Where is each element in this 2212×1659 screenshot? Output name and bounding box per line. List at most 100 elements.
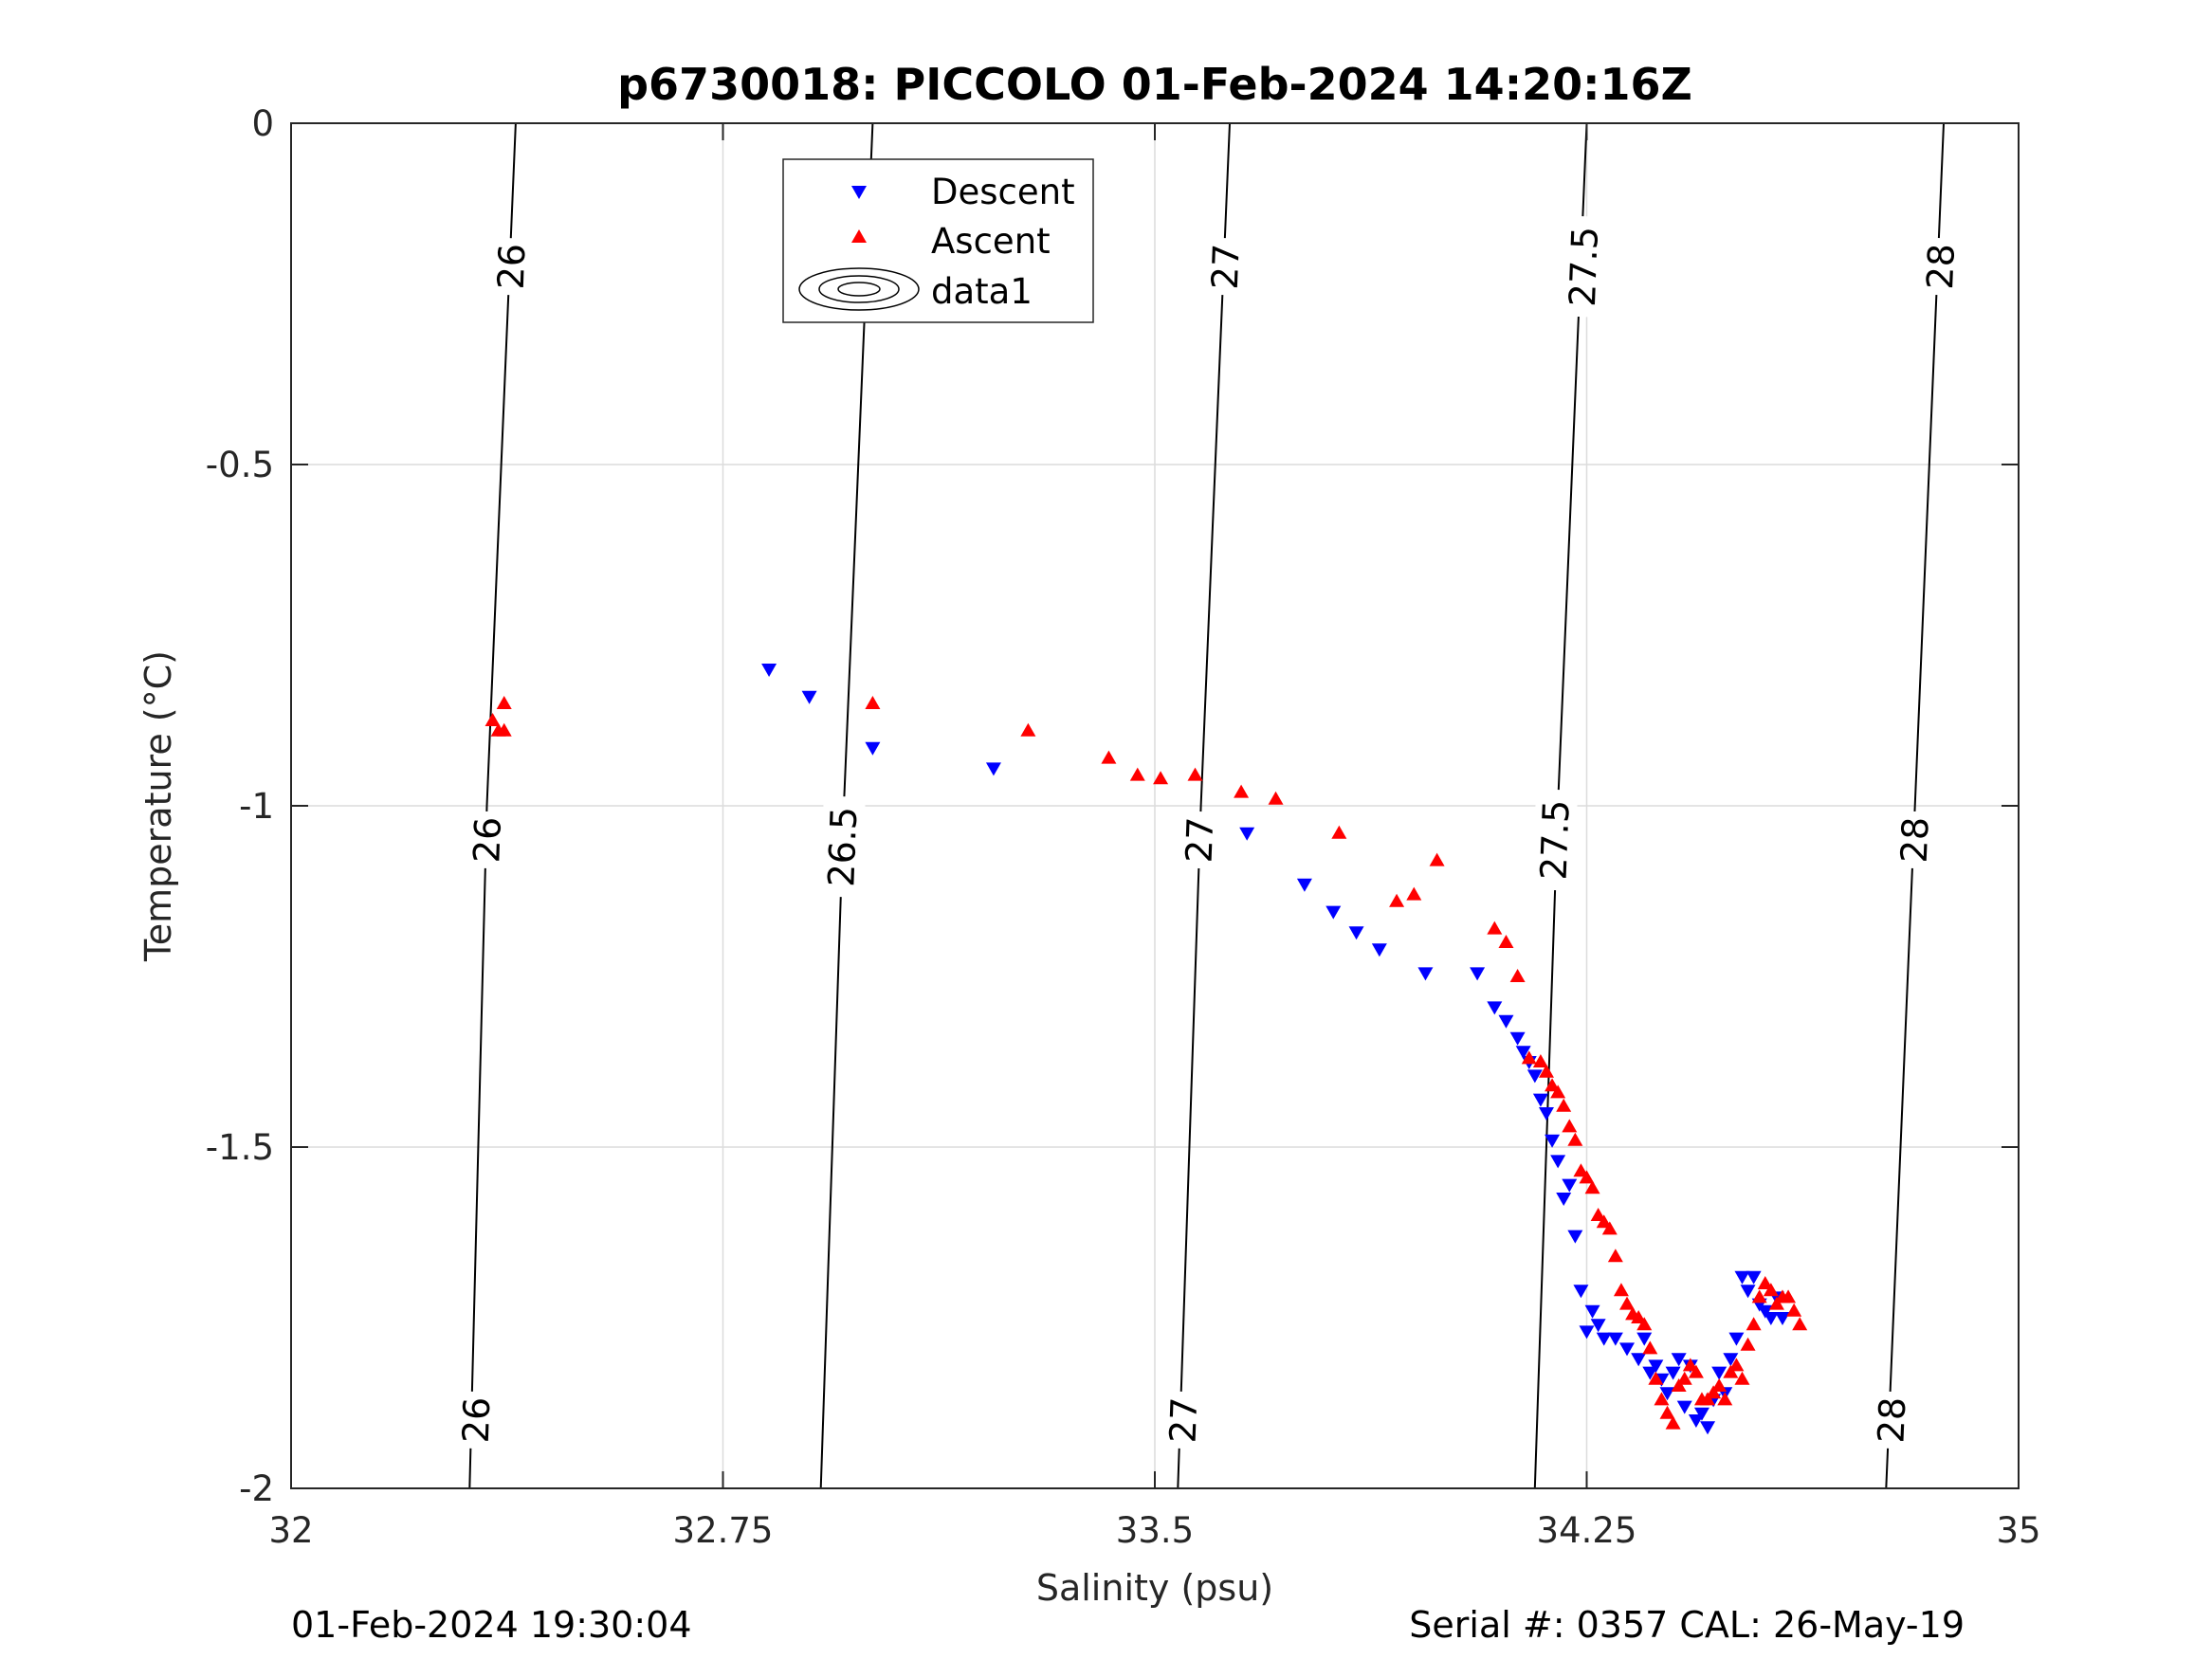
ascent-point [1429, 852, 1445, 866]
ascent-point [1538, 1064, 1554, 1078]
contour-label-26: 26 [455, 1396, 499, 1444]
ascent-point [1654, 1392, 1670, 1406]
ascent-point [1187, 767, 1203, 781]
ascent-point [1573, 1163, 1589, 1177]
ascent-point [1781, 1289, 1797, 1304]
footer-timestamp: 01-Feb-2024 19:30:04 [291, 1604, 692, 1646]
y-tick-label: -1.5 [206, 1127, 274, 1168]
contour-label-26: 26 [466, 816, 509, 864]
ascent-point [1521, 1050, 1537, 1065]
data-points [484, 664, 1808, 1435]
ascent-point [1763, 1283, 1779, 1297]
descent-point [1515, 1046, 1531, 1060]
ascent-point [1751, 1289, 1767, 1304]
ascent-point [1786, 1303, 1802, 1317]
descent-point [1596, 1332, 1612, 1346]
ascent-point [1613, 1283, 1629, 1297]
y-tick-label: -0.5 [206, 445, 274, 485]
descent-point [1498, 1014, 1514, 1029]
contour-line-26.5 [819, 122, 874, 1489]
legend-ascent-marker [851, 229, 867, 243]
contour-line-27 [1177, 122, 1231, 1489]
contour-label-mask [454, 1391, 499, 1449]
descent-point [1711, 1366, 1728, 1380]
descent-point [1728, 1332, 1745, 1346]
descent-point [1296, 878, 1312, 892]
descent-point [1417, 967, 1434, 981]
contour-label-26: 26 [490, 243, 534, 290]
ascent-point [1590, 1208, 1606, 1221]
ascent-point [1556, 1098, 1572, 1112]
contour-label-27: 27 [1178, 816, 1221, 864]
ascent-point [1601, 1221, 1618, 1235]
ascent-point [1567, 1132, 1583, 1146]
descent-point [1723, 1353, 1739, 1367]
descent-point [1757, 1304, 1773, 1319]
ascent-point [1728, 1358, 1745, 1372]
descent-point [1671, 1353, 1687, 1367]
ascent-point [1717, 1392, 1733, 1406]
ascent-point [484, 713, 501, 726]
contour-label-mask [466, 811, 510, 869]
descent-point [1636, 1332, 1653, 1346]
descent-point [1470, 967, 1486, 981]
contour-line-27.5 [1533, 122, 1588, 1489]
ascent-point [490, 722, 506, 737]
footer-serial-cal: Serial #: 0357 CAL: 26-May-19 [1409, 1604, 1965, 1646]
contour-label-mask [1203, 237, 1248, 297]
descent-point [1584, 1304, 1600, 1319]
descent-point [1371, 943, 1387, 957]
legend: Descent Ascent data1 [782, 158, 1094, 323]
contour-label-26.5: 26.5 [820, 806, 865, 887]
ascent-point [1792, 1317, 1808, 1331]
descent-point [1693, 1407, 1709, 1421]
contour-label-mask [1161, 1391, 1206, 1449]
x-tick-label: 34.25 [1537, 1510, 1637, 1551]
descent-point [1526, 1069, 1543, 1084]
descent-point [1590, 1319, 1606, 1333]
descent-point [1538, 1107, 1554, 1121]
contour-label-mask [1870, 1391, 1914, 1449]
descent-point [1734, 1270, 1750, 1285]
contour-label-27.5: 27.5 [1533, 799, 1578, 881]
ascent-point [1545, 1078, 1561, 1092]
contour-line-26 [468, 122, 517, 1489]
ascent-point [1740, 1337, 1756, 1351]
ascent-point [1711, 1378, 1728, 1392]
x-tick-label: 35 [1996, 1510, 2040, 1551]
contour-label-27.5: 27.5 [1562, 226, 1606, 307]
descent-point [1567, 1230, 1583, 1244]
ascent-point [1406, 886, 1422, 901]
ascent-point [865, 696, 881, 709]
contour-label-mask [489, 237, 534, 296]
descent-point [1659, 1387, 1675, 1401]
axis-ticks: 32 32.75 33.5 34.25 35 0 -0.5 -1 -1.5 -2 [206, 103, 2041, 1551]
contour-line-28 [1885, 122, 1945, 1489]
descent-point [1348, 926, 1364, 940]
ascent-point [1746, 1317, 1762, 1331]
ascent-point [1268, 791, 1284, 805]
ascent-point [1682, 1358, 1698, 1372]
descent-point [865, 741, 881, 756]
ascent-point [1700, 1392, 1716, 1406]
ascent-point [1101, 750, 1117, 764]
ascent-point [1607, 1249, 1623, 1263]
legend-data1-label: data1 [931, 271, 1033, 312]
ascent-point [1584, 1180, 1600, 1194]
descent-point [1239, 827, 1255, 841]
ascent-point [1331, 825, 1347, 839]
descent-point [1509, 1031, 1526, 1046]
descent-point [1700, 1421, 1716, 1435]
ascent-point [1498, 935, 1514, 948]
ascent-point [1734, 1371, 1750, 1385]
descent-point [761, 664, 777, 677]
descent-point [1556, 1193, 1572, 1206]
descent-point [985, 762, 1001, 776]
ascent-point [496, 696, 512, 709]
descent-point [1487, 1001, 1503, 1015]
ascent-point [1688, 1364, 1704, 1378]
ascent-point [1153, 771, 1169, 785]
x-tick-label: 32 [268, 1510, 313, 1551]
ascent-point [1020, 722, 1036, 737]
